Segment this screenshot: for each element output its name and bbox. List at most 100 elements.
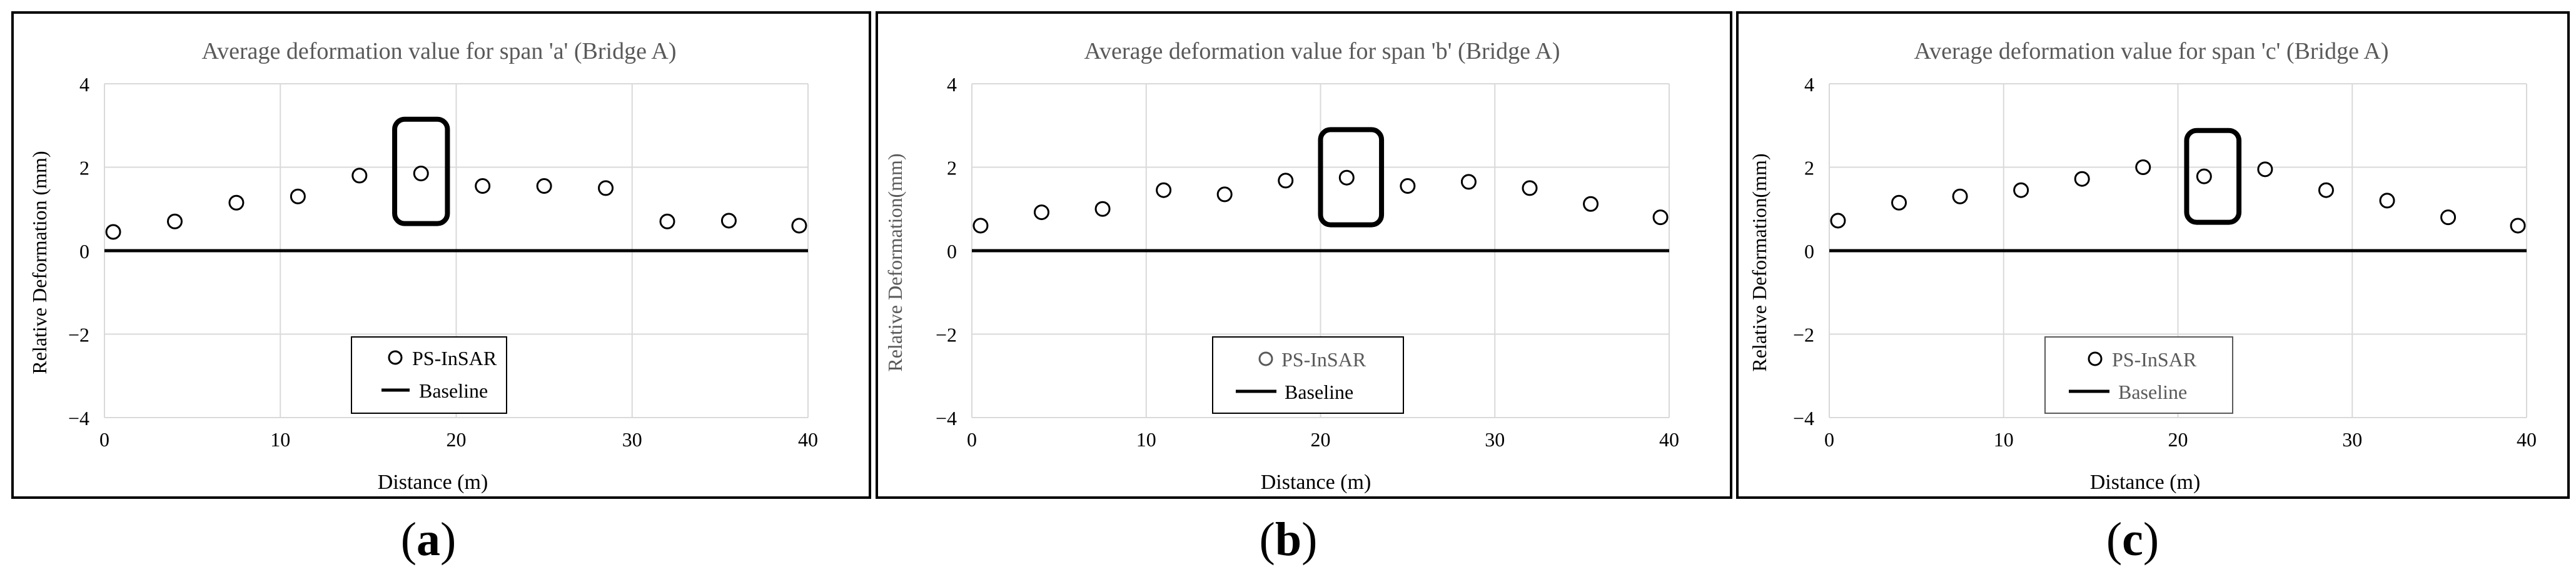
highlight-box [2184,128,2242,225]
x-tick-labels: 0 10 20 30 40 [967,428,1679,451]
chart-title: Average deformation value for span 'b' (… [1084,38,1560,64]
chart-b: Average deformation value for span 'b' (… [884,38,1679,494]
chart-panel-c: Average deformation value for span 'c' (… [1736,11,2570,499]
x-tick-label: 0 [99,428,109,451]
ps-insar-point [351,168,368,184]
ps-insar-point [1460,174,1477,190]
y-tick-label: −4 [936,407,957,429]
x-tick-label: 30 [2342,428,2362,451]
y-tick-label: 2 [79,157,89,179]
y-tick-labels: −4 −2 0 2 4 [1793,73,1814,429]
x-tick-label: 20 [2168,428,2188,451]
x-tick-label: 10 [1136,428,1156,451]
y-tick-label: 4 [1804,73,1814,96]
ps-insar-point [475,178,491,194]
ps-insar-point [720,213,737,229]
legend-label-baseline: Baseline [419,379,488,402]
highlight-rect [2184,128,2242,225]
y-tick-label: −4 [68,407,89,429]
ps-insar-point [1891,194,1907,211]
y-tick-label: −2 [936,324,957,346]
legend: PS-InSAR Baseline [2044,336,2233,414]
ps-insar-point [2257,161,2273,178]
x-tick-label: 30 [1485,428,1505,451]
data-series [104,166,808,253]
y-tick-label: 4 [947,73,957,96]
legend-marker-ps-insar [1258,351,1273,366]
x-tick-label: 0 [967,428,977,451]
y-tick-label: 4 [79,73,89,96]
y-axis-label: Relative Deformation (mm) [28,151,51,374]
ps-insar-point [1652,209,1669,226]
ps-insar-point [1034,204,1049,221]
x-axis-label: Distance (m) [378,471,488,494]
y-tick-label: −4 [1793,407,1814,429]
ps-insar-point [413,166,429,182]
y-tick-label: 0 [1804,240,1814,263]
ps-insar-point [1216,186,1233,203]
chart-panel-b: Average deformation value for span 'b' (… [876,11,1732,499]
ps-insar-point [167,213,183,229]
ps-insar-point [2074,171,2090,187]
y-tick-labels: −4 −2 0 2 4 [68,73,89,429]
legend-frame [351,336,507,414]
x-tick-label: 30 [622,428,642,451]
ps-insar-point [2196,168,2212,184]
ps-insar-point [2440,209,2457,226]
x-tick-label: 20 [1311,428,1331,451]
ps-insar-point [659,213,675,229]
x-tick-label: 40 [798,428,818,451]
panel-label-a: (a) [400,513,457,566]
legend-marker-ps-insar [2088,351,2103,366]
ps-insar-point [1338,169,1355,186]
ps-insar-point [2318,182,2334,198]
x-tick-labels: 0 10 20 30 40 [1824,428,2537,451]
legend-frame [1212,336,1404,414]
chart-panel-a: Average deformation value for span 'a' (… [11,11,871,499]
ps-insar-point [228,194,245,211]
y-tick-label: 2 [947,157,957,179]
y-tick-labels: −4 −2 0 2 4 [936,73,957,429]
legend-marker-ps-insar [388,350,403,365]
ps-insar-point [972,218,989,234]
ps-insar-point [1156,182,1172,198]
chart-title: Average deformation value for span 'a' (… [202,38,677,64]
ps-insar-point [791,218,807,234]
x-axis-label: Distance (m) [1261,471,1371,494]
ps-insar-point [1278,173,1294,189]
y-tick-label: −2 [68,324,89,346]
legend-label-ps-insar: PS-InSAR [2112,348,2197,371]
ps-insar-point [536,178,552,194]
ps-insar-point [1830,213,1846,229]
x-tick-label: 0 [1824,428,1834,451]
data-series [972,169,1669,253]
data-series [1829,159,2527,253]
ps-insar-point [1952,188,1968,204]
highlight-rect [392,116,450,226]
chart-a: Average deformation value for span 'a' (… [28,38,818,494]
y-tick-label: 2 [1804,157,1814,179]
x-tick-labels: 0 10 20 30 40 [99,428,818,451]
x-tick-label: 10 [270,428,290,451]
x-axis-label: Distance (m) [2090,471,2201,494]
legend: PS-InSAR Baseline [351,336,507,414]
x-tick-label: 40 [1659,428,1679,451]
ps-insar-point [2510,218,2526,234]
legend-frame [2044,336,2233,414]
legend-label-ps-insar: PS-InSAR [1281,348,1366,371]
ps-insar-point [1094,201,1111,217]
ps-insar-point [105,224,121,240]
highlight-box [1318,127,1385,228]
y-tick-label: 0 [79,240,89,263]
y-tick-label: −2 [1793,324,1814,346]
ps-insar-point [2013,182,2029,198]
panel-label-c: (c) [2106,513,2159,566]
x-tick-label: 40 [2517,428,2537,451]
legend-label-baseline: Baseline [2118,381,2187,403]
y-tick-label: 0 [947,240,957,263]
chart-title: Average deformation value for span 'c' (… [1914,38,2389,64]
ps-insar-point [1522,180,1538,196]
ps-insar-point [2379,193,2395,209]
ps-insar-point [1400,178,1416,194]
legend-label-baseline: Baseline [1285,381,1353,403]
